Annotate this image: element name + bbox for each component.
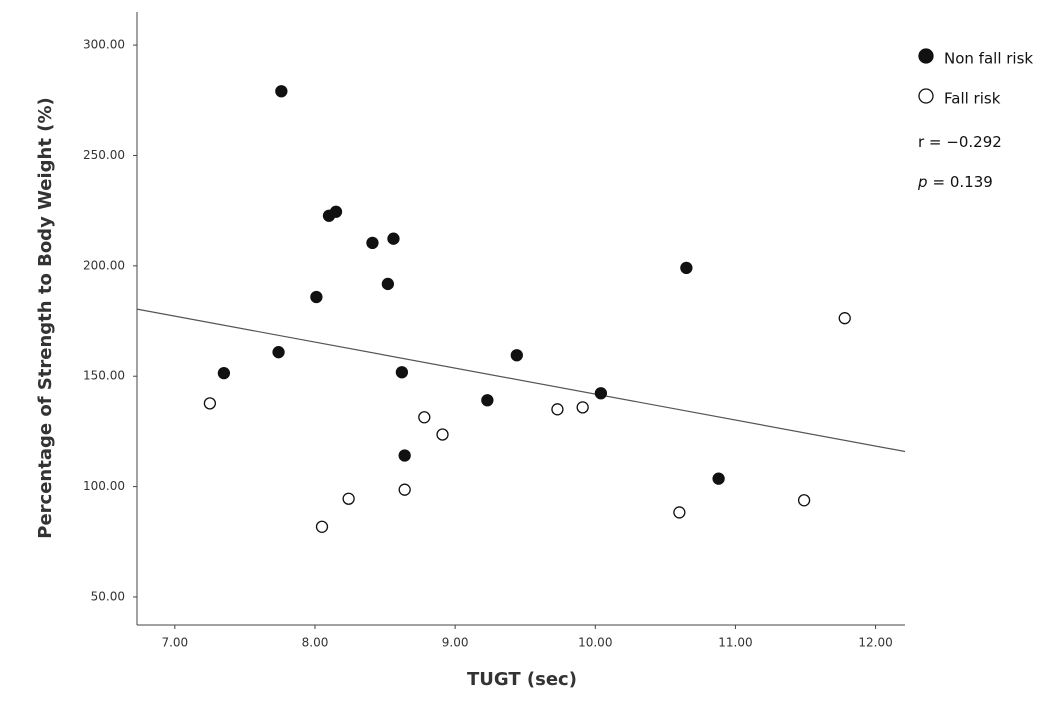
data-point xyxy=(316,521,327,532)
x-tick-label: 11.00 xyxy=(718,636,752,650)
data-point xyxy=(388,233,399,244)
y-tick-label: 200.00 xyxy=(83,258,125,272)
data-point xyxy=(437,429,448,440)
data-point xyxy=(343,493,354,504)
data-point xyxy=(276,86,287,97)
data-point xyxy=(419,412,430,423)
data-point xyxy=(595,388,606,399)
y-tick-label: 250.00 xyxy=(83,148,125,162)
data-point xyxy=(218,368,229,379)
data-point xyxy=(482,395,493,406)
annotation-part: r = −0.292 xyxy=(918,133,1002,151)
annotation: p = 0.139 xyxy=(917,173,993,191)
legend-marker xyxy=(919,89,933,103)
x-tick-label: 7.00 xyxy=(161,636,188,650)
data-point xyxy=(674,507,685,518)
legend-label: Non fall risk xyxy=(944,50,1033,68)
data-point xyxy=(273,347,284,358)
x-tick-label: 9.00 xyxy=(442,636,469,650)
y-tick-label: 150.00 xyxy=(83,369,125,383)
legend-label: Fall risk xyxy=(944,90,1001,108)
data-point xyxy=(681,262,692,273)
data-point xyxy=(511,350,522,361)
data-point xyxy=(399,450,410,461)
data-point xyxy=(367,237,378,248)
x-axis-title: TUGT (sec) xyxy=(467,669,577,690)
x-tick-label: 8.00 xyxy=(302,636,329,650)
data-point xyxy=(396,367,407,378)
data-point xyxy=(382,278,393,289)
legend-marker xyxy=(919,49,933,63)
x-tick-label: 12.00 xyxy=(858,636,892,650)
annotation-part: p xyxy=(917,173,928,191)
x-tick-label: 10.00 xyxy=(578,636,612,650)
y-tick-label: 100.00 xyxy=(83,479,125,493)
data-point xyxy=(839,313,850,324)
data-point xyxy=(204,398,215,409)
annotation: r = −0.292 xyxy=(918,133,1002,151)
data-point xyxy=(799,495,810,506)
y-axis-title: Percentage of Strength to Body Weight (%… xyxy=(35,97,56,538)
data-point xyxy=(552,404,563,415)
data-point xyxy=(577,402,588,413)
data-point xyxy=(713,473,724,484)
y-tick-label: 50.00 xyxy=(91,589,125,603)
chart: TUGT (sec) Percentage of Strength to Bod… xyxy=(0,0,1062,706)
annotation-part: = 0.139 xyxy=(933,173,993,191)
fit-line xyxy=(137,309,905,451)
data-point xyxy=(399,484,410,495)
data-point xyxy=(311,291,322,302)
y-tick-label: 300.00 xyxy=(83,38,125,52)
data-point xyxy=(331,206,342,217)
